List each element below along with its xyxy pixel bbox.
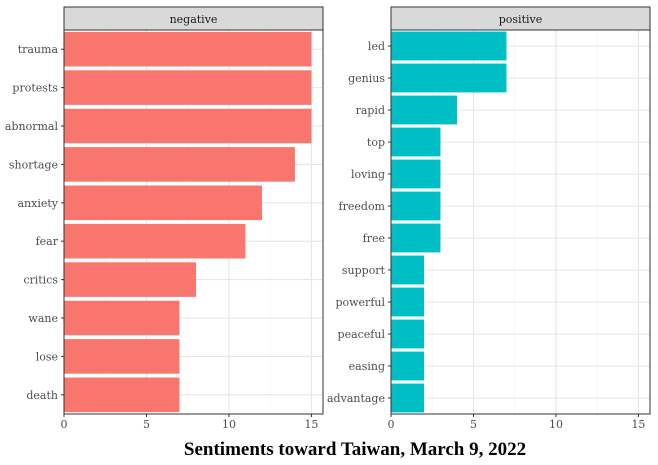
- bar-freedom: [391, 191, 441, 221]
- facet-positive: positive led genius rapid top loving freedom fr…: [327, 6, 651, 431]
- x-tick-label: 5: [143, 418, 150, 431]
- y-tick-label: critics: [23, 274, 58, 287]
- y-tick-label: loving: [351, 168, 385, 181]
- bar-trauma: [64, 31, 312, 67]
- y-tick-label: death: [26, 389, 58, 402]
- x-tick-label: 15: [631, 418, 645, 431]
- bar-free: [391, 223, 441, 253]
- bar-genius: [391, 63, 507, 93]
- facet-negative: negative trauma protests abnormal shortage an…: [5, 6, 324, 431]
- y-tick-label: easing: [349, 360, 385, 373]
- bar-anxiety: [64, 185, 262, 221]
- bar-critics: [64, 262, 196, 297]
- bar-fear: [64, 223, 246, 259]
- panel-background: [391, 30, 650, 414]
- y-tick-label: freedom: [339, 200, 386, 213]
- bar-lose: [64, 339, 180, 374]
- x-tick-label: 10: [222, 418, 236, 431]
- bar-death: [64, 377, 180, 413]
- y-tick-label: support: [342, 264, 386, 277]
- y-tick-label: top: [367, 136, 385, 149]
- y-tick-label: trauma: [18, 43, 59, 56]
- y-tick-label: rapid: [356, 104, 385, 117]
- x-tick-label: 0: [61, 418, 68, 431]
- y-tick-label: peaceful: [338, 328, 386, 341]
- y-tick-label: anxiety: [17, 197, 58, 210]
- x-tick-label: 10: [549, 418, 563, 431]
- y-tick-label: powerful: [335, 296, 385, 309]
- y-tick-label: protests: [12, 82, 58, 95]
- facet-label: negative: [170, 13, 218, 26]
- x-tick-label: 15: [304, 418, 318, 431]
- bar-advantage: [391, 383, 424, 413]
- y-tick-label: free: [363, 232, 385, 245]
- y-tick-label: wane: [28, 312, 58, 325]
- y-tick-label: advantage: [327, 392, 385, 405]
- bar-led: [391, 31, 507, 61]
- x-tick-label: 5: [470, 418, 477, 431]
- bar-easing: [391, 351, 424, 381]
- bar-abnormal: [64, 108, 312, 144]
- bar-powerful: [391, 287, 424, 317]
- y-tick-label: abnormal: [5, 120, 59, 133]
- bar-top: [391, 127, 441, 157]
- y-tick-label: led: [368, 40, 385, 53]
- bar-shortage: [64, 147, 295, 182]
- bar-loving: [391, 159, 441, 189]
- bar-wane: [64, 300, 180, 336]
- bar-rapid: [391, 95, 457, 125]
- facet-label: positive: [499, 13, 543, 26]
- x-tick-label: 0: [388, 418, 395, 431]
- y-tick-label: lose: [36, 350, 58, 363]
- panel-border: [390, 29, 651, 415]
- bar-peaceful: [391, 319, 424, 349]
- y-tick-label: genius: [348, 72, 385, 85]
- chart-title: Sentiments toward Taiwan, March 9, 2022: [184, 439, 526, 460]
- y-tick-label: fear: [36, 235, 59, 248]
- panel-border: [63, 29, 324, 415]
- bar-protests: [64, 70, 312, 105]
- bar-support: [391, 255, 424, 285]
- y-tick-label: shortage: [9, 158, 58, 171]
